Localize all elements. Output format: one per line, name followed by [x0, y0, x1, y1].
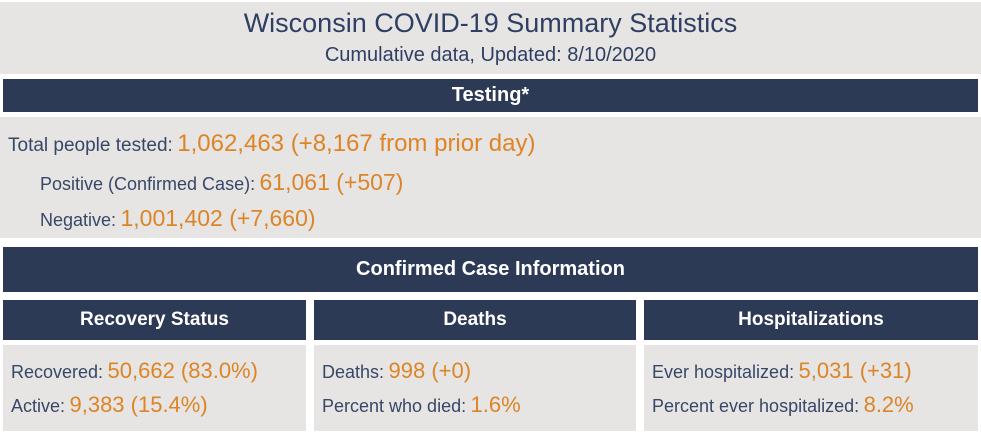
- ever-hospitalized-row: Ever hospitalized: 5,031 (+31): [652, 355, 972, 389]
- negative-value: 1,001,402 (+7,660): [120, 205, 316, 231]
- hospitalizations-column: Hospitalizations Ever hospitalized: 5,03…: [644, 300, 978, 431]
- deaths-row: Deaths: 998 (+0): [322, 355, 630, 389]
- ever-hospitalized-value: 5,031 (+31): [798, 358, 912, 383]
- testing-section: Total people tested: 1,062,463 (+8,167 f…: [0, 117, 981, 238]
- page-header: Wisconsin COVID-19 Summary Statistics Cu…: [0, 2, 981, 74]
- recovered-label: Recovered:: [11, 362, 104, 382]
- hospitalizations-content: Ever hospitalized: 5,031 (+31) Percent e…: [644, 345, 978, 431]
- ever-hospitalized-label: Ever hospitalized:: [652, 362, 795, 382]
- page-title: Wisconsin COVID-19 Summary Statistics: [243, 8, 738, 38]
- percent-hospitalized-label: Percent ever hospitalized:: [652, 396, 860, 416]
- hospitalizations-header: Hospitalizations: [644, 300, 978, 340]
- positive-row: Positive (Confirmed Case): 61,061 (+507): [0, 166, 981, 202]
- active-row: Active: 9,383 (15.4%): [11, 389, 300, 423]
- percent-died-label: Percent who died:: [322, 396, 467, 416]
- recovered-value: 50,662 (83.0%): [107, 358, 258, 383]
- deaths-label: Deaths:: [322, 362, 385, 382]
- deaths-value: 998 (+0): [388, 358, 472, 383]
- negative-label: Negative:: [40, 210, 117, 230]
- recovery-status-content: Recovered: 50,662 (83.0%) Active: 9,383 …: [3, 345, 306, 431]
- recovery-status-column: Recovery Status Recovered: 50,662 (83.0%…: [3, 300, 306, 431]
- total-tested-value: 1,062,463 (+8,167 from prior day): [177, 130, 536, 157]
- percent-died-value: 1.6%: [470, 392, 521, 417]
- testing-section-header: Testing*: [3, 79, 978, 112]
- testing-section-title: Testing*: [451, 84, 530, 106]
- total-tested-row: Total people tested: 1,062,463 (+8,167 f…: [0, 125, 981, 166]
- positive-label: Positive (Confirmed Case):: [40, 174, 256, 194]
- negative-row: Negative: 1,001,402 (+7,660): [0, 202, 981, 238]
- positive-value: 61,061 (+507): [259, 169, 404, 195]
- active-value: 9,383 (15.4%): [69, 392, 208, 417]
- deaths-content: Deaths: 998 (+0) Percent who died: 1.6%: [314, 345, 636, 431]
- confirmed-case-columns: Recovery Status Recovered: 50,662 (83.0%…: [3, 300, 978, 431]
- total-tested-label: Total people tested:: [8, 135, 173, 156]
- active-label: Active:: [11, 396, 66, 416]
- percent-hospitalized-row: Percent ever hospitalized: 8.2%: [652, 389, 972, 423]
- deaths-header: Deaths: [314, 300, 636, 340]
- recovered-row: Recovered: 50,662 (83.0%): [11, 355, 300, 389]
- percent-died-row: Percent who died: 1.6%: [322, 389, 630, 423]
- percent-hospitalized-value: 8.2%: [863, 392, 914, 417]
- page-subtitle: Cumulative data, Updated: 8/10/2020: [324, 44, 657, 66]
- deaths-column: Deaths Deaths: 998 (+0) Percent who died…: [314, 300, 636, 431]
- confirmed-case-section-header: Confirmed Case Information: [3, 247, 978, 292]
- recovery-status-header: Recovery Status: [3, 300, 306, 340]
- confirmed-case-section-title: Confirmed Case Information: [356, 258, 625, 280]
